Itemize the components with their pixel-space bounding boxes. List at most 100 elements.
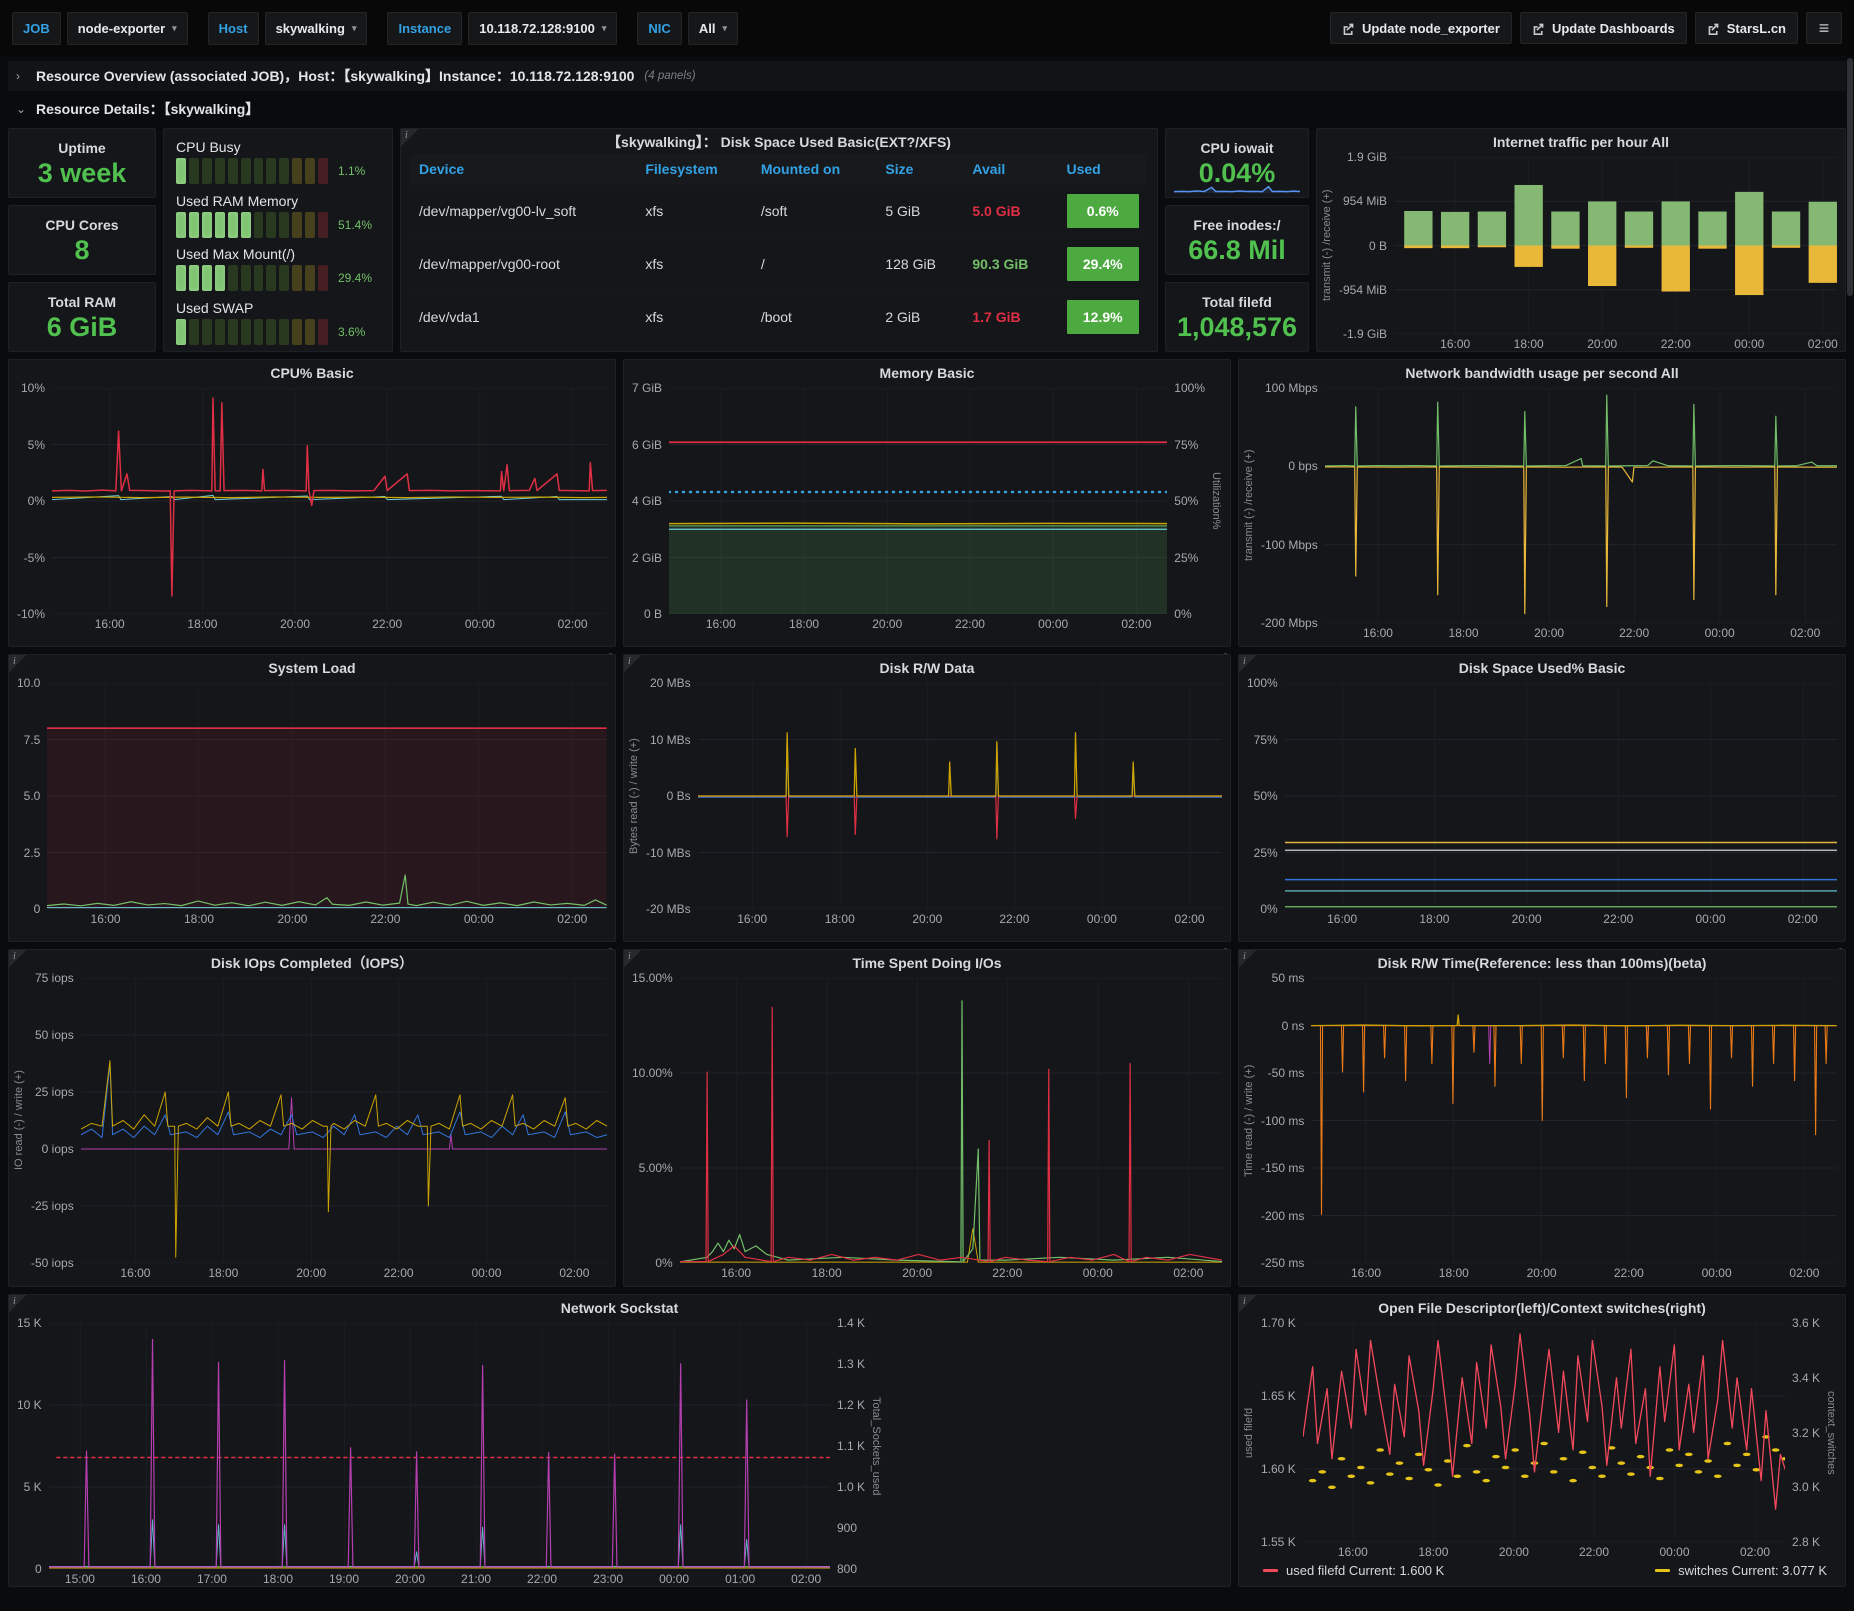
- plot-region[interactable]: [49, 1323, 830, 1569]
- plot-region[interactable]: [1285, 683, 1837, 909]
- x-tick: 00:00: [1038, 617, 1069, 631]
- menu-icon[interactable]: ≡: [1806, 12, 1842, 44]
- panel-info-icon[interactable]: i: [1239, 950, 1257, 968]
- nav-button-update-dashboards[interactable]: Update Dashboards: [1519, 12, 1687, 44]
- chart-grid: CPU% Basic 10% 5% 0% -5% -10% 16:00 18:00 20:00 2…: [8, 359, 1846, 1587]
- filter-label-nic[interactable]: NIC: [637, 11, 682, 45]
- plot-region[interactable]: [698, 683, 1222, 909]
- cell-filesystem: xfs: [637, 184, 753, 238]
- y-axis-right-ticks: 1.4 K 1.3 K 1.2 K 1.1 K 1.0 K 900 800: [836, 1316, 865, 1576]
- nav-button-starsl-cn[interactable]: StarsL.cn: [1694, 12, 1798, 44]
- panel-title[interactable]: Disk IOps Completed（IOPS）: [210, 955, 414, 971]
- panel-info-icon[interactable]: i: [1239, 1295, 1257, 1313]
- row-resource-overview[interactable]: › Resource Overview (associated JOB)，Hos…: [8, 61, 1846, 91]
- plot-region[interactable]: [669, 388, 1168, 614]
- chart-canvas[interactable]: [81, 978, 607, 1263]
- plot-region[interactable]: [1325, 388, 1837, 623]
- chart-canvas[interactable]: [1285, 683, 1837, 909]
- filter-label-host[interactable]: Host: [207, 11, 259, 45]
- panel-info-icon[interactable]: i: [401, 129, 419, 147]
- panel-title[interactable]: Time Spent Doing I/Os: [852, 955, 1002, 971]
- filter-value-job-dropdown[interactable]: node-exporter ▾: [66, 11, 188, 45]
- panel-info-icon[interactable]: i: [624, 655, 642, 673]
- plot-region[interactable]: [1303, 1323, 1785, 1542]
- column-header-used[interactable]: Used: [1058, 154, 1147, 185]
- plot-region[interactable]: [81, 978, 607, 1263]
- chart-canvas[interactable]: [52, 388, 607, 614]
- filter-label-instance[interactable]: Instance: [387, 11, 463, 45]
- table-title[interactable]: 【skywalking】： Disk Space Used Basic(EXT?…: [607, 133, 951, 150]
- panel-title[interactable]: Memory Basic: [879, 365, 975, 381]
- legend-value: - ---: [820, 928, 920, 937]
- filter-value-instance-dropdown[interactable]: 10.118.72.128:9100 ▾: [468, 11, 618, 45]
- stat-title: Uptime: [58, 139, 106, 156]
- left-stat-column: Uptime 3 week CPU Cores 8 Total RAM 6 GiB: [8, 128, 156, 352]
- x-tick: 00:00: [1701, 1266, 1732, 1280]
- legend-value: - ---: [205, 633, 305, 642]
- chart-canvas[interactable]: [1303, 1323, 1785, 1542]
- stat-card-uptime: Uptime 3 week: [8, 128, 156, 198]
- row-resource-details[interactable]: ⌄ Resource Details：【skywalking】: [8, 96, 1846, 122]
- panel-open-file-descriptor: i Open File Descriptor(left)/Context swit…: [1238, 1294, 1846, 1587]
- gauge-cell: [305, 211, 316, 238]
- legend-item-used-filefd[interactable]: used filefd Current: 1.600 K: [1263, 1563, 1444, 1578]
- panel-title[interactable]: Disk Space Used% Basic: [1458, 660, 1626, 676]
- column-header-mounted-on[interactable]: Mounted on: [752, 154, 878, 185]
- chart-canvas[interactable]: [1325, 388, 1837, 623]
- panel-title[interactable]: Open File Descriptor(left)/Context switc…: [1378, 1300, 1706, 1316]
- panel-title[interactable]: Network Sockstat: [560, 1300, 679, 1316]
- panel-title[interactable]: Internet traffic per hour All: [1492, 134, 1670, 150]
- panel-info-icon[interactable]: i: [9, 1295, 27, 1313]
- filter-value-nic-dropdown[interactable]: All ▾: [687, 11, 738, 45]
- x-tick: 20:00: [912, 912, 943, 926]
- chart-canvas[interactable]: [680, 978, 1222, 1263]
- gauge-cell: [240, 158, 251, 184]
- legend-item-switches[interactable]: switches Current: 3.077 K: [1655, 1563, 1827, 1578]
- nav-button-update-node-exporter[interactable]: Update node_exporter: [1329, 12, 1512, 44]
- x-tick: 02:00: [1789, 1266, 1820, 1280]
- gauge-label: Used RAM Memory: [176, 192, 299, 209]
- chart-canvas[interactable]: [669, 388, 1168, 614]
- chart-canvas[interactable]: [49, 1323, 830, 1569]
- column-header-avail[interactable]: Avail: [964, 154, 1059, 185]
- y-axis-label: Bytes read (-) / write (+): [628, 738, 640, 854]
- plot-region[interactable]: [680, 978, 1222, 1263]
- external-link-icon: [1708, 23, 1719, 35]
- filter-value-host-dropdown[interactable]: skywalking ▾: [264, 11, 368, 45]
- gauge-cell: [318, 158, 329, 184]
- column-header-device[interactable]: Device: [411, 154, 638, 185]
- nav-button-label: StarsL.cn: [1726, 20, 1786, 36]
- column-header-filesystem[interactable]: Filesystem: [637, 154, 753, 185]
- panel-info-icon[interactable]: i: [624, 950, 642, 968]
- plot-region[interactable]: [1394, 157, 1837, 334]
- chart-canvas[interactable]: [47, 683, 607, 909]
- panel-info-icon[interactable]: i: [1239, 655, 1257, 673]
- panel-info-icon[interactable]: i: [9, 950, 27, 968]
- chevron-down-icon: ▾: [722, 22, 727, 33]
- plot-region[interactable]: [1311, 978, 1837, 1263]
- chart-canvas[interactable]: [698, 683, 1222, 909]
- page-scrollbar[interactable]: [1847, 58, 1853, 296]
- column-header-size[interactable]: Size: [877, 154, 965, 185]
- cell-used: 29.4%: [1058, 237, 1147, 291]
- panel-title[interactable]: CPU% Basic: [270, 365, 354, 381]
- filter-label-job[interactable]: JOB: [12, 11, 61, 45]
- plot-region[interactable]: [52, 388, 607, 614]
- panel-title[interactable]: Network bandwidth usage per second All: [1405, 365, 1679, 381]
- plot-region[interactable]: [47, 683, 607, 909]
- gauge-cell: [318, 318, 329, 345]
- panel-title[interactable]: Disk R/W Time(Reference: less than 100ms…: [1377, 955, 1707, 971]
- panel-info-icon[interactable]: i: [9, 655, 27, 673]
- filter-gap: [373, 19, 381, 37]
- panel-title[interactable]: Disk R/W Data: [879, 660, 975, 676]
- chart-canvas[interactable]: [1394, 157, 1837, 334]
- y-axis-label: IO read (-) / write (+): [13, 1070, 25, 1171]
- panel-title[interactable]: System Load: [268, 660, 356, 676]
- gauge-used-ram-memory: Used RAM Memory 51.4%: [176, 193, 380, 238]
- x-tick: 00:00: [1734, 337, 1765, 351]
- x-tick: 18:00: [1448, 626, 1479, 640]
- x-axis-ticks: 15:00 16:00 17:00 18:00 19:00 20:00 21:00 22:00…: [49, 1569, 830, 1586]
- chart-canvas[interactable]: [1311, 978, 1837, 1263]
- legend-label: —: [46, 932, 59, 937]
- y-axis-ticks: 100 Mbps 0 bps -100 Mbps -200 Mbps: [1261, 381, 1318, 630]
